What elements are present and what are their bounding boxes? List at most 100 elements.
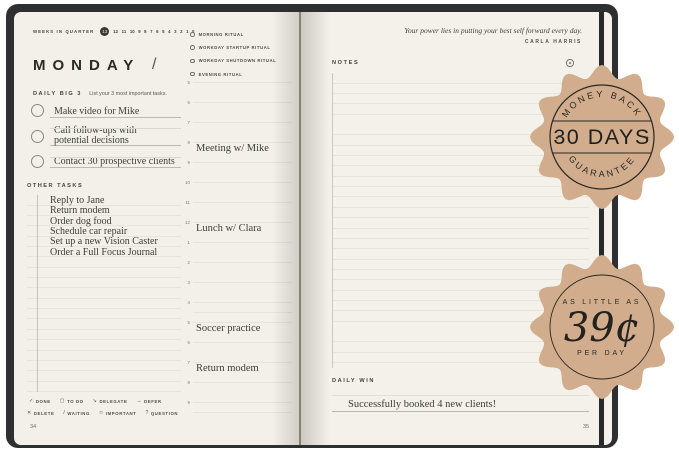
- other-task-entry: Return modem: [50, 205, 110, 217]
- schedule-entry: Meeting w/ Mike: [196, 142, 269, 154]
- week-number: 5: [162, 29, 165, 34]
- legend-label: DONE: [35, 398, 51, 404]
- schedule-hour-row: 8: [188, 380, 292, 402]
- schedule-hour-row: 1: [188, 240, 292, 262]
- legend-symbol-icon: ▢: [59, 398, 65, 404]
- seal-ring: [549, 274, 655, 380]
- planner-left-page: WEEKS IN QUARTER 13 12 11 10 9 8 7 6 5 4 3 2 1 0 MON…: [14, 12, 300, 445]
- ritual-row: WORKDAY SHUTDOWN RITUAL: [190, 54, 276, 67]
- legend-item: → DEFER: [136, 398, 161, 404]
- task-symbol-legend-row1: ✓ DONE ▢ TO DO ↘ DELEGATE → DEFER: [29, 398, 162, 404]
- legend-symbol-icon: ✩: [98, 410, 104, 416]
- money-back-guarantee-badge: MONEY BACK GUARANTEE 30 DAYS ✦ ✦: [528, 63, 676, 211]
- guarantee-seal-icon: MONEY BACK GUARANTEE 30 DAYS ✦ ✦: [530, 65, 674, 209]
- notes-label: NOTES: [332, 60, 360, 66]
- other-tasks-entries: Reply to Jane Return modem Order dog food S…: [50, 195, 158, 258]
- schedule-entry: Lunch w/ Clara: [196, 222, 262, 234]
- daily-big3-header: DAILY BIG 3 List your 3 most important t…: [33, 82, 167, 100]
- page-number-right: 35: [583, 424, 590, 430]
- day-title: MONDAY: [33, 57, 141, 74]
- schedule-hour-label: 5: [187, 80, 190, 85]
- weeks-in-quarter-row: WEEKS IN QUARTER 13 12 11 10 9 8 7 6 5 4 3 2 1 0: [33, 27, 194, 36]
- week-number: 4: [168, 29, 171, 34]
- other-task-entry: Schedule car repair: [50, 226, 128, 238]
- sparkle-icon: ✦: [554, 135, 559, 142]
- schedule-hour-row: 3: [188, 280, 292, 302]
- big3-task-text: Contact 30 prospective clients: [54, 156, 175, 167]
- schedule-hour-label: 9: [187, 400, 190, 405]
- schedule-hour-row: 7 Return modem: [188, 360, 292, 382]
- daily-quote: Your power lies in putting your best sel…: [322, 26, 582, 45]
- ritual-checkbox-icon: [190, 32, 195, 37]
- schedule-hour-label: 6: [187, 340, 190, 345]
- schedule-hour-label: 6: [187, 100, 190, 105]
- week-number: 1: [186, 29, 189, 34]
- daily-big3-label: DAILY BIG 3: [33, 91, 82, 97]
- ritual-checkbox-icon: [190, 71, 195, 77]
- big3-task-entry: Make video for Mike: [50, 104, 181, 118]
- schedule-hour-label: 4: [187, 300, 190, 305]
- ritual-row: MORNING RITUAL: [190, 28, 276, 41]
- weeks-in-quarter-label: WEEKS IN QUARTER: [33, 29, 95, 34]
- current-week-badge: 13: [100, 27, 110, 36]
- schedule-hour-row: 9: [188, 400, 292, 422]
- legend-symbol-icon: /: [63, 410, 65, 416]
- sparkle-icon: ✦: [644, 135, 649, 142]
- big3-task-checkbox: [31, 130, 44, 143]
- schedule-hour-label: 7: [187, 120, 190, 125]
- schedule-hour-label: 5: [187, 320, 190, 325]
- ritual-label: EVENING RITUAL: [198, 71, 243, 77]
- big3-task-entry: Contact 30 prospective clients: [50, 154, 181, 168]
- legend-item: ✩ IMPORTANT: [99, 410, 136, 416]
- schedule-hour-row: 9: [188, 160, 292, 182]
- schedule-hour-row: 12 Lunch w/ Clara: [185, 220, 292, 242]
- schedule-hour-label: 2: [187, 260, 190, 265]
- legend-label: QUESTION: [150, 410, 179, 416]
- legend-label: WAITING: [67, 410, 90, 416]
- legend-item: ↘ DELEGATE: [93, 398, 128, 404]
- daily-big3-hint: List your 3 most important tasks.: [89, 91, 167, 97]
- schedule-hour-label: 10: [185, 180, 190, 185]
- ritual-checkbox-icon: [190, 45, 195, 51]
- ritual-row: WORKDAY STARTUP RITUAL: [190, 41, 276, 54]
- legend-symbol-icon: →: [136, 398, 142, 404]
- big3-task-checkbox: [31, 104, 44, 117]
- notes-circle-icon: [566, 59, 574, 67]
- daily-schedule: 5 6 7 8 Meeting w/ Mike 9 10 11 1: [185, 80, 292, 422]
- ruled-line: [50, 128, 181, 129]
- legend-label: TO DO: [67, 398, 84, 404]
- weeks-remaining-list: 12 11 10 9 8 7 6 5 4 3 2 1 0: [113, 29, 194, 34]
- schedule-hour-row: 2: [188, 260, 292, 282]
- legend-item: ✕ DELETE: [27, 410, 54, 416]
- legend-symbol-icon: ?: [145, 410, 149, 416]
- week-number: 6: [156, 29, 159, 34]
- schedule-hour-label: 9: [187, 160, 190, 165]
- legend-label: IMPORTANT: [105, 410, 137, 416]
- schedule-hour-label: 3: [187, 280, 190, 285]
- week-number: 12: [113, 29, 119, 34]
- rituals-checklist: MORNING RITUAL WORKDAY STARTUP RITUAL WO…: [190, 28, 276, 81]
- other-task-entry: Set up a new Vision Caster: [50, 236, 158, 248]
- legend-symbol-icon: ✕: [27, 410, 32, 416]
- price-text: 39¢: [564, 305, 640, 351]
- seal-ring: [549, 84, 655, 190]
- schedule-hour-label: 11: [185, 200, 190, 205]
- schedule-hour-row: 6: [188, 340, 292, 362]
- schedule-hour-label: 8: [187, 140, 190, 145]
- schedule-hour-row: 8 Meeting w/ Mike: [188, 140, 292, 162]
- schedule-hour-label: 7: [187, 360, 190, 365]
- schedule-hour-row: 5 Soccer practice: [188, 320, 292, 342]
- page-number-left: 34: [30, 424, 37, 430]
- date-slash: /: [152, 56, 157, 73]
- per-day-text: PER DAY: [577, 350, 627, 357]
- week-number: 7: [150, 29, 153, 34]
- notebook-spine: [299, 12, 301, 445]
- big3-task-text: Make video for Mike: [54, 106, 140, 117]
- schedule-entry: Soccer practice: [196, 322, 261, 334]
- starburst-seal-shape: [530, 255, 674, 399]
- other-tasks-list: Reply to Jane Return modem Order dog food S…: [27, 195, 181, 392]
- task-symbol-column-rule: [37, 195, 38, 392]
- price-seal-icon: AS LITTLE AS 39¢ PER DAY: [530, 255, 674, 399]
- other-tasks-label: OTHER TASKS: [27, 183, 84, 189]
